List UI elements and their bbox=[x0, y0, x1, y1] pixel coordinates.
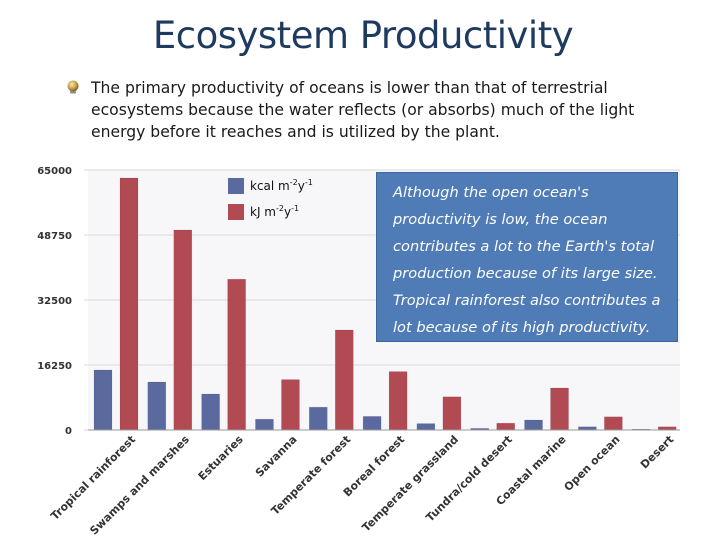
y-tick-label: 32500 bbox=[37, 296, 72, 307]
x-tick-label: Savanna bbox=[253, 433, 300, 480]
y-tick-label: 65000 bbox=[37, 166, 72, 177]
legend-swatch-kj bbox=[228, 204, 244, 220]
bar-kj bbox=[335, 329, 354, 431]
bar-kj bbox=[496, 422, 515, 431]
y-tick-label: 16250 bbox=[37, 361, 72, 372]
legend-swatch-kcal bbox=[228, 178, 244, 194]
callout-box: Although the open ocean's productivity i… bbox=[376, 172, 678, 342]
x-tick-label: Swamps and marshes bbox=[87, 433, 192, 538]
bar-kcal bbox=[93, 369, 113, 431]
bar-kcal bbox=[416, 423, 436, 431]
x-tick-label: Desert bbox=[638, 433, 676, 471]
bar-kcal bbox=[309, 406, 328, 431]
bar-kcal bbox=[255, 418, 274, 431]
bar-kcal bbox=[201, 393, 220, 431]
bullet-text: The primary productivity of oceans is lo… bbox=[91, 79, 635, 141]
slide-title: Ecosystem Productivity bbox=[152, 14, 574, 57]
bar-kj bbox=[604, 416, 623, 431]
bar-kj bbox=[227, 278, 246, 431]
bar-kj bbox=[119, 177, 139, 431]
y-tick-label: 48750 bbox=[37, 231, 72, 242]
bar-kj bbox=[173, 229, 193, 431]
bar-kj bbox=[442, 396, 462, 431]
bar-kj bbox=[388, 371, 408, 431]
bar-kcal bbox=[147, 381, 167, 431]
x-tick-label: Open ocean bbox=[562, 433, 623, 494]
legend-label-kcal: kcal m-2y-1 bbox=[250, 178, 313, 193]
bullet-icon bbox=[67, 80, 79, 94]
bar-kj bbox=[281, 379, 300, 431]
y-tick-label: 0 bbox=[65, 426, 72, 437]
bar-kcal bbox=[524, 419, 543, 431]
bar-kcal bbox=[362, 416, 382, 431]
x-tick-label: Estuaries bbox=[196, 433, 246, 483]
legend-label-kj: kJ m-2y-1 bbox=[250, 204, 300, 219]
bar-kj bbox=[550, 387, 569, 431]
x-tick-label: Temperate grassland bbox=[360, 433, 461, 534]
